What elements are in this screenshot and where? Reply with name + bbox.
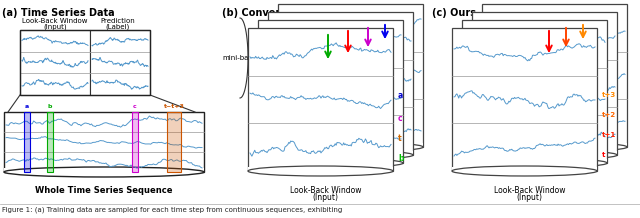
Text: (a) Time Series Data: (a) Time Series Data [2,8,115,18]
Text: Look-Back Window: Look-Back Window [22,18,88,24]
Bar [258,159,403,164]
Text: mini-batch: mini-batch [222,55,259,61]
Text: Decorrelated: Decorrelated [309,14,371,23]
Text: t+3: t+3 [602,92,616,98]
Text: c: c [133,104,137,109]
Ellipse shape [452,166,597,176]
Text: (Input): (Input) [312,193,339,202]
Ellipse shape [258,158,403,168]
Bar [268,12,413,155]
Bar [47,112,53,172]
Bar [248,28,393,171]
Text: a: a [25,104,29,109]
Bar [4,168,204,173]
Text: Look-Back Window: Look-Back Window [290,186,361,195]
Text: Prediction: Prediction [100,18,136,24]
Text: b: b [48,104,52,109]
Text: b: b [398,153,403,162]
Text: t~t+3: t~t+3 [164,104,184,109]
Bar [472,151,617,156]
Bar [278,143,423,148]
Bar [452,167,597,172]
Text: t: t [602,152,605,158]
Bar [462,20,607,163]
Text: (Input): (Input) [516,193,543,202]
Text: Figure 1: (a) Training data are sampled for each time step from continuous seque: Figure 1: (a) Training data are sampled … [2,206,342,213]
Bar [167,112,181,172]
Bar [258,20,403,163]
Bar [268,151,413,156]
Text: c: c [398,114,403,123]
Text: Look-Back Window: Look-Back Window [493,186,565,195]
Bar [20,30,150,95]
Ellipse shape [482,142,627,152]
Ellipse shape [278,142,423,152]
Ellipse shape [268,150,413,160]
Ellipse shape [462,158,607,168]
Ellipse shape [4,167,204,177]
Bar [482,143,627,148]
Bar [472,12,617,155]
Text: Whole Time Series Sequence: Whole Time Series Sequence [35,186,173,195]
Bar [20,30,90,95]
Text: a: a [398,90,403,99]
Text: Preserve Correlation: Preserve Correlation [499,14,597,23]
Text: t+2: t+2 [602,112,616,118]
Bar [462,159,607,164]
Bar [482,4,627,147]
Bar [452,28,597,171]
Text: (Label): (Label) [106,24,130,31]
Text: (Input): (Input) [43,24,67,31]
Ellipse shape [248,166,393,176]
Bar [24,112,30,172]
Bar [90,30,150,95]
Bar [248,167,393,172]
Text: (b) Conventional: (b) Conventional [222,8,314,18]
Bar [132,112,138,172]
Text: (c) Ours: (c) Ours [432,8,476,18]
Bar [4,112,204,172]
Ellipse shape [472,150,617,160]
Bar [278,4,423,147]
Text: t: t [398,133,402,143]
Text: t+1: t+1 [602,132,616,138]
